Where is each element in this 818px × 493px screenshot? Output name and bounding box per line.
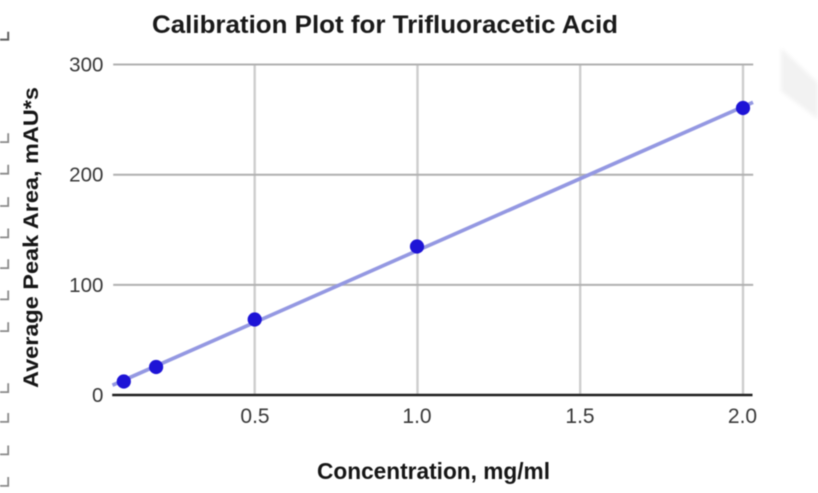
svg-text:Calibration Plot for Trifluora: Calibration Plot for Trifluoracetic Acid: [152, 11, 618, 39]
svg-text:1.0: 1.0: [402, 405, 431, 428]
svg-text:300: 300: [69, 54, 103, 77]
svg-text:1.5: 1.5: [565, 405, 594, 428]
svg-text:2.0: 2.0: [728, 405, 757, 428]
svg-text:Concentration, mg/ml: Concentration, mg/ml: [317, 458, 550, 484]
svg-text:0: 0: [92, 384, 103, 407]
svg-text:Average Peak Area, mAU*s: Average Peak Area, mAU*s: [20, 87, 43, 388]
svg-text:100: 100: [69, 274, 103, 297]
svg-text:0.5: 0.5: [240, 405, 269, 428]
svg-text:200: 200: [69, 164, 103, 187]
